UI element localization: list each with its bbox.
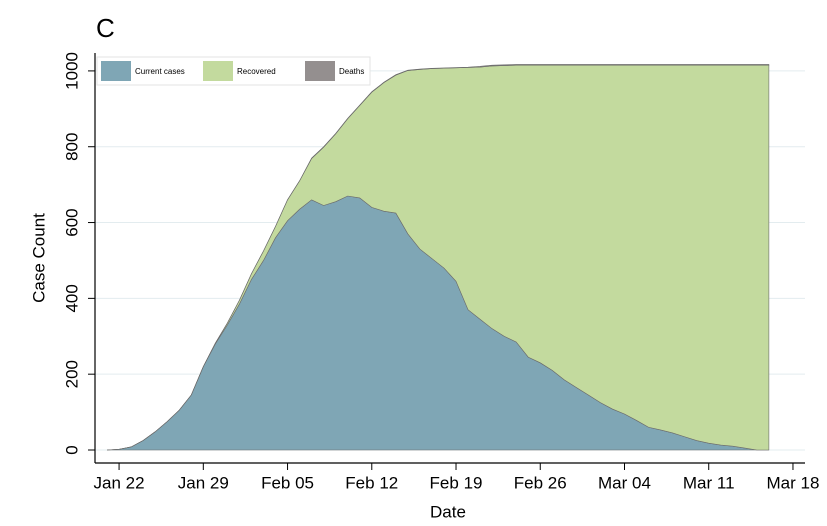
x-tick-label: Mar 04: [598, 473, 651, 492]
legend-swatch: [305, 61, 335, 81]
y-tick-label: 400: [62, 284, 81, 312]
x-tick-label: Feb 19: [430, 473, 483, 492]
y-tick-label: 800: [62, 133, 81, 161]
y-tick-label: 200: [62, 360, 81, 388]
y-tick-label: 0: [62, 445, 81, 454]
legend-label: Deaths: [339, 67, 364, 76]
y-axis-label: Case Count: [29, 213, 48, 303]
areas: [107, 64, 770, 451]
x-tick-label: Jan 29: [178, 473, 229, 492]
axes: 0 200 400 600 800 1000 Jan 22 Jan 29 Feb 05 Feb 1…: [62, 52, 819, 492]
legend: Current cases Recovered Deaths: [96, 56, 371, 86]
x-tick-label: Feb 26: [514, 473, 567, 492]
legend-swatch: [203, 61, 233, 81]
legend-label: Current cases: [135, 67, 185, 76]
x-tick-label: Mar 18: [767, 473, 820, 492]
area: [107, 64, 770, 451]
y-tick-label: 1000: [62, 52, 81, 90]
x-tick-label: Mar 11: [683, 473, 735, 492]
panel-label: C: [96, 13, 115, 43]
x-tick-label: Feb 05: [261, 473, 314, 492]
legend-label: Recovered: [237, 67, 276, 76]
x-tick-label: Jan 22: [94, 473, 145, 492]
x-tick-label: Feb 12: [345, 473, 398, 492]
legend-swatch: [101, 61, 131, 81]
x-axis-label: Date: [430, 502, 466, 521]
y-tick-label: 600: [62, 208, 81, 236]
